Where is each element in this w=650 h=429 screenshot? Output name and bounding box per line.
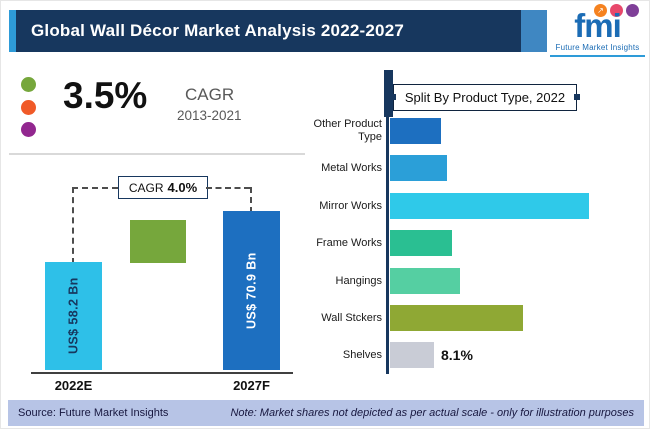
- product-bar: [390, 342, 434, 368]
- header-banner: Global Wall Décor Market Analysis 2022-2…: [9, 10, 547, 52]
- selection-handle-left: [390, 94, 396, 100]
- product-label: Wall Stckers: [321, 311, 382, 324]
- cagr-callout-label: CAGR: [128, 180, 164, 195]
- bar-2027f: US$ 70.9 Bn: [223, 211, 280, 370]
- product-row-metal-works: Metal Works: [296, 155, 454, 181]
- bar-2022e-value: US$ 58.2 Bn: [66, 277, 81, 355]
- product-label: Mirror Works: [319, 199, 382, 212]
- product-label: Shelves: [342, 348, 382, 361]
- arrow-up-icon: ↗: [597, 5, 604, 15]
- bullet-dot-purple: [21, 122, 36, 137]
- left-chart-x-axis: [31, 372, 293, 374]
- product-row-hangings: Hangings: [296, 268, 467, 294]
- cagr-period: 2013-2021: [177, 108, 242, 123]
- fmi-logo: ↗ fmi Future Market Insights: [550, 4, 645, 57]
- logo-circle-pink-icon: [610, 4, 623, 17]
- logo-tagline: Future Market Insights: [555, 42, 640, 52]
- right-chart-title-box: Split By Product Type, 2022: [390, 84, 580, 111]
- logo-wordmark: fmi: [574, 7, 621, 44]
- logo-circles: ↗: [594, 4, 639, 17]
- product-label: Hangings: [335, 274, 382, 287]
- cagr-value: 3.5%: [63, 75, 148, 116]
- product-label: Other Product Type: [313, 118, 382, 143]
- product-row-mirror-works: Mirror Works: [296, 193, 596, 219]
- right-chart-accent-block: [384, 70, 393, 117]
- connector-dash-right-h: [206, 187, 250, 189]
- product-row-frame-works: Frame Works: [296, 230, 459, 256]
- product-label: Frame Works: [316, 236, 382, 249]
- banner-accent-left: [9, 10, 16, 52]
- cagr-callout-value: 4.0%: [167, 180, 198, 195]
- x-label-2022e: 2022E: [54, 378, 93, 393]
- bar-2022e: US$ 58.2 Bn: [45, 262, 102, 370]
- section-divider: [9, 153, 305, 155]
- product-row-shelves: Shelves 8.1%: [296, 342, 473, 368]
- product-bar: [390, 305, 523, 331]
- right-chart-title: Split By Product Type, 2022: [404, 90, 566, 105]
- connector-dash-right-v: [250, 187, 252, 213]
- product-bar: [390, 155, 447, 181]
- bar-2027f-value: US$ 70.9 Bn: [244, 252, 259, 329]
- bullet-dot-orange: [21, 100, 36, 115]
- connector-dash-left-v: [72, 187, 74, 264]
- product-value: 8.1%: [441, 347, 473, 363]
- product-row-other: Other Product Type: [296, 118, 448, 144]
- product-bar: [390, 268, 460, 294]
- cagr-label: CAGR: [185, 85, 235, 104]
- banner-accent-right: [521, 10, 547, 52]
- product-row-wall-stickers: Wall Stckers: [296, 305, 530, 331]
- x-label-2027f: 2027F: [233, 378, 270, 393]
- footer-bar: Source: Future Market Insights Note: Mar…: [8, 400, 644, 426]
- logo-circle-orange-icon: ↗: [594, 4, 607, 17]
- product-bar: [390, 193, 589, 219]
- product-bar: [390, 118, 441, 144]
- bullet-dot-green: [21, 77, 36, 92]
- cagr-callout-box: CAGR 4.0%: [118, 176, 208, 199]
- growth-step-bar: [130, 220, 186, 263]
- product-label: Metal Works: [321, 161, 382, 174]
- selection-handle-right: [574, 94, 580, 100]
- right-chart-y-axis: [386, 116, 389, 374]
- footer-note: Note: Market shares not depicted as per …: [230, 407, 634, 419]
- connector-dash-left-h: [72, 187, 118, 189]
- footer-source: Source: Future Market Insights: [18, 407, 169, 419]
- logo-underline: [550, 54, 645, 57]
- logo-circle-purple-icon: [626, 4, 639, 17]
- page-title: Global Wall Décor Market Analysis 2022-2…: [31, 21, 405, 40]
- product-bar: [390, 230, 452, 256]
